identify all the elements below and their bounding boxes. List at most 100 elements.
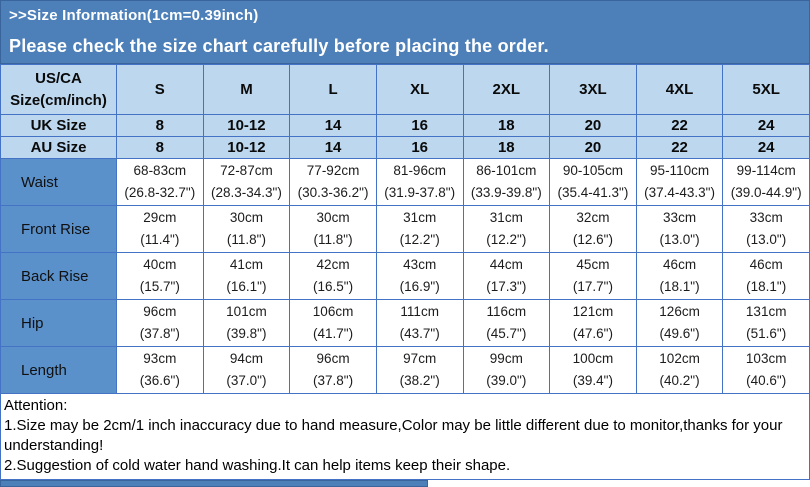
- size-conversion-row: UK Size 8 10-12 14 16 18 20 22 24: [0, 114, 810, 137]
- measurement-cell: 86-101cm (33.9-39.8"): [462, 158, 551, 206]
- measurement-row: Front Rise 29cm (11.4") 30cm (11.8") 30cm (11.…: [0, 205, 810, 253]
- measurement-inch: (37.8"): [139, 326, 180, 341]
- attention-note-1: 1.Size may be 2cm/1 inch inaccuracy due …: [4, 416, 783, 454]
- measurement-inch: (11.8"): [313, 232, 353, 247]
- measurement-cell: 106cm (41.7"): [289, 299, 377, 347]
- size-conversion-row: AU Size 8 10-12 14 16 18 20 22 24: [0, 136, 810, 159]
- measurement-inch: (40.2"): [659, 373, 700, 388]
- measurement-cm: 41cm: [229, 257, 263, 273]
- measurement-cm: 96cm: [316, 351, 350, 367]
- size-value-cell: 24: [722, 136, 810, 159]
- measurement-row: Back Rise 40cm (15.7") 41cm (16.1") 42cm (16.5…: [0, 252, 810, 300]
- measurement-cm: 45cm: [576, 257, 610, 273]
- size-value-cell: 8: [116, 114, 204, 137]
- measurement-inch: (13.0"): [659, 232, 700, 247]
- measurement-inch: (30.3-36.2"): [297, 185, 369, 200]
- measurement-cm: 43cm: [403, 257, 437, 273]
- measurement-cell: 100cm (39.4"): [549, 346, 637, 394]
- measurement-cm: 90-105cm: [562, 163, 623, 179]
- corner-header-line1: US/CA: [35, 69, 82, 87]
- measurement-inch: (37.4-43.3"): [644, 185, 715, 200]
- size-column-header: 5XL: [722, 64, 810, 115]
- row-label: UK Size: [0, 114, 117, 137]
- size-value-cell: 20: [549, 136, 637, 159]
- size-value-cell: 24: [722, 114, 810, 137]
- measurement-cell: 42cm (16.5"): [289, 252, 377, 300]
- measurement-inch: (40.6"): [746, 373, 787, 388]
- size-column-header: XL: [375, 64, 464, 115]
- measurement-cm: 102cm: [659, 351, 700, 367]
- size-value-cell: 16: [375, 114, 464, 137]
- measurement-cm: 99cm: [489, 351, 523, 367]
- size-column-header: S: [116, 64, 204, 115]
- attention-note-2: 2.Suggestion of cold water hand washing.…: [4, 456, 511, 474]
- measurement-inch: (39.4"): [572, 373, 613, 388]
- measurement-inch: (16.1"): [226, 279, 267, 294]
- measurement-inch: (39.0"): [486, 373, 527, 388]
- measurement-row: Hip 96cm (37.8") 101cm (39.8") 106cm (41.7") 11…: [0, 299, 810, 347]
- measurement-inch: (12.2"): [486, 232, 527, 247]
- measurement-inch: (18.1"): [659, 279, 700, 294]
- measurement-cm: 30cm: [229, 210, 263, 226]
- measurement-cm: 96cm: [143, 304, 177, 320]
- measurement-cell: 99cm (39.0"): [462, 346, 551, 394]
- row-label: Length: [0, 346, 117, 394]
- row-label: Hip: [0, 299, 117, 347]
- measurement-cell: 101cm (39.8"): [202, 299, 291, 347]
- size-value-cell: 20: [549, 114, 637, 137]
- measurement-cm: 72-87cm: [220, 163, 273, 179]
- measurement-cell: 30cm (11.8"): [289, 205, 377, 253]
- size-value-cell: 14: [289, 136, 377, 159]
- measurement-inch: (35.4-41.3"): [557, 185, 629, 200]
- size-value-cell: 14: [289, 114, 377, 137]
- measurement-cm: 101cm: [226, 304, 267, 320]
- measurement-inch: (45.7"): [486, 326, 527, 341]
- measurement-inch: (17.3"): [486, 279, 527, 294]
- measurement-inch: (38.2"): [399, 373, 440, 388]
- measurement-cell: 116cm (45.7"): [462, 299, 551, 347]
- measurement-cell: 68-83cm (26.8-32.7"): [116, 158, 204, 206]
- measurement-cm: 81-96cm: [393, 163, 446, 179]
- measurement-cell: 102cm (40.2"): [635, 346, 724, 394]
- measurement-cm: 32cm: [576, 210, 610, 226]
- size-column-header: M: [202, 64, 291, 115]
- attention-heading: Attention:: [4, 397, 68, 414]
- measurement-cell: 43cm (16.9"): [375, 252, 464, 300]
- measurement-inch: (16.5"): [313, 279, 354, 294]
- measurement-cm: 106cm: [312, 304, 354, 320]
- size-column-header: 2XL: [462, 64, 551, 115]
- banner-title: >>Size Information(1cm=0.39inch): [9, 7, 259, 24]
- size-value-cell: 22: [635, 114, 724, 137]
- measurement-cm: 46cm: [663, 257, 697, 273]
- size-column-header: L: [289, 64, 377, 115]
- measurement-cell: 44cm (17.3"): [462, 252, 551, 300]
- measurement-cell: 30cm (11.8"): [202, 205, 291, 253]
- measurement-inch: (26.8-32.7"): [124, 185, 196, 200]
- measurement-inch: (39.8"): [226, 326, 267, 341]
- measurement-cell: 81-96cm (31.9-37.8"): [375, 158, 464, 206]
- measurement-cm: 30cm: [316, 210, 350, 226]
- measurement-cm: 44cm: [489, 257, 523, 273]
- measurement-cell: 46cm (18.1"): [722, 252, 810, 300]
- measurement-cell: 121cm (47.6"): [549, 299, 637, 347]
- measurement-cell: 41cm (16.1"): [202, 252, 291, 300]
- measurement-cell: 40cm (15.7"): [116, 252, 204, 300]
- measurement-cell: 93cm (36.6"): [116, 346, 204, 394]
- measurement-cm: 42cm: [316, 257, 350, 273]
- measurement-cell: 33cm (13.0"): [722, 205, 810, 253]
- size-value-cell: 8: [116, 136, 204, 159]
- measurement-cm: 111cm: [400, 304, 439, 320]
- size-column-header: 3XL: [549, 64, 637, 115]
- measurement-cm: 100cm: [572, 351, 614, 367]
- measurement-inch: (49.6"): [659, 326, 700, 341]
- measurement-cm: 68-83cm: [133, 163, 187, 179]
- measurement-cell: 31cm (12.2"): [462, 205, 551, 253]
- size-value-cell: 16: [375, 136, 464, 159]
- measurement-cm: 31cm: [403, 210, 437, 226]
- measurement-inch: (11.8"): [226, 232, 266, 247]
- measurement-cell: 94cm (37.0"): [202, 346, 291, 394]
- next-section-bar: [0, 479, 428, 487]
- size-chart-table: US/CA Size(cm/inch) S M L XL 2XL 3XL 4XL 5XL UK Si…: [0, 64, 810, 394]
- measurement-inch: (37.0"): [226, 373, 267, 388]
- measurement-cell: 29cm (11.4"): [116, 205, 204, 253]
